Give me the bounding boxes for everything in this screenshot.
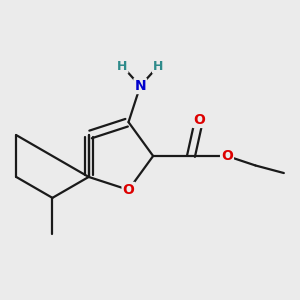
Text: N: N <box>134 79 146 93</box>
Text: H: H <box>117 60 128 73</box>
Text: H: H <box>153 60 164 73</box>
Text: O: O <box>193 113 205 127</box>
Text: O: O <box>123 183 134 197</box>
Text: O: O <box>221 149 233 163</box>
